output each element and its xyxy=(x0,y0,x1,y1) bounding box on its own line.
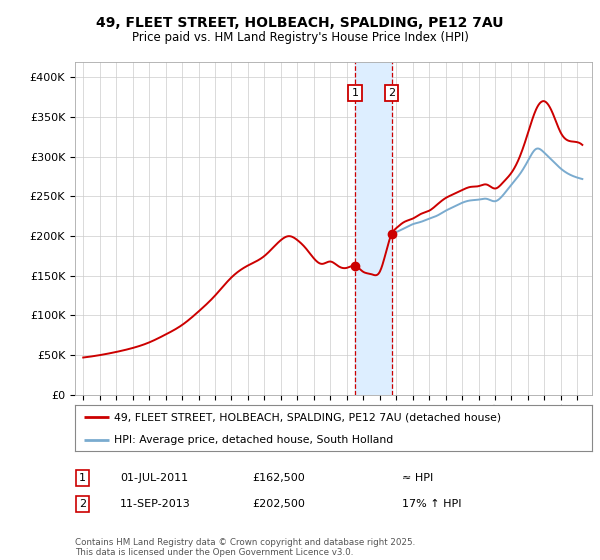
Text: 17% ↑ HPI: 17% ↑ HPI xyxy=(402,499,461,509)
Text: Contains HM Land Registry data © Crown copyright and database right 2025.
This d: Contains HM Land Registry data © Crown c… xyxy=(75,538,415,557)
Text: 2: 2 xyxy=(388,88,395,99)
Text: 11-SEP-2013: 11-SEP-2013 xyxy=(120,499,191,509)
Text: 2: 2 xyxy=(79,499,86,509)
Text: 01-JUL-2011: 01-JUL-2011 xyxy=(120,473,188,483)
Bar xyxy=(355,62,392,395)
Text: HPI: Average price, detached house, South Holland: HPI: Average price, detached house, Sout… xyxy=(114,435,393,445)
Text: 1: 1 xyxy=(79,473,86,483)
Text: 49, FLEET STREET, HOLBEACH, SPALDING, PE12 7AU (detached house): 49, FLEET STREET, HOLBEACH, SPALDING, PE… xyxy=(114,412,501,422)
Text: Price paid vs. HM Land Registry's House Price Index (HPI): Price paid vs. HM Land Registry's House … xyxy=(131,31,469,44)
Text: £202,500: £202,500 xyxy=(252,499,305,509)
Text: ≈ HPI: ≈ HPI xyxy=(402,473,433,483)
Text: 49, FLEET STREET, HOLBEACH, SPALDING, PE12 7AU: 49, FLEET STREET, HOLBEACH, SPALDING, PE… xyxy=(96,16,504,30)
Text: £162,500: £162,500 xyxy=(252,473,305,483)
Text: 1: 1 xyxy=(352,88,359,99)
